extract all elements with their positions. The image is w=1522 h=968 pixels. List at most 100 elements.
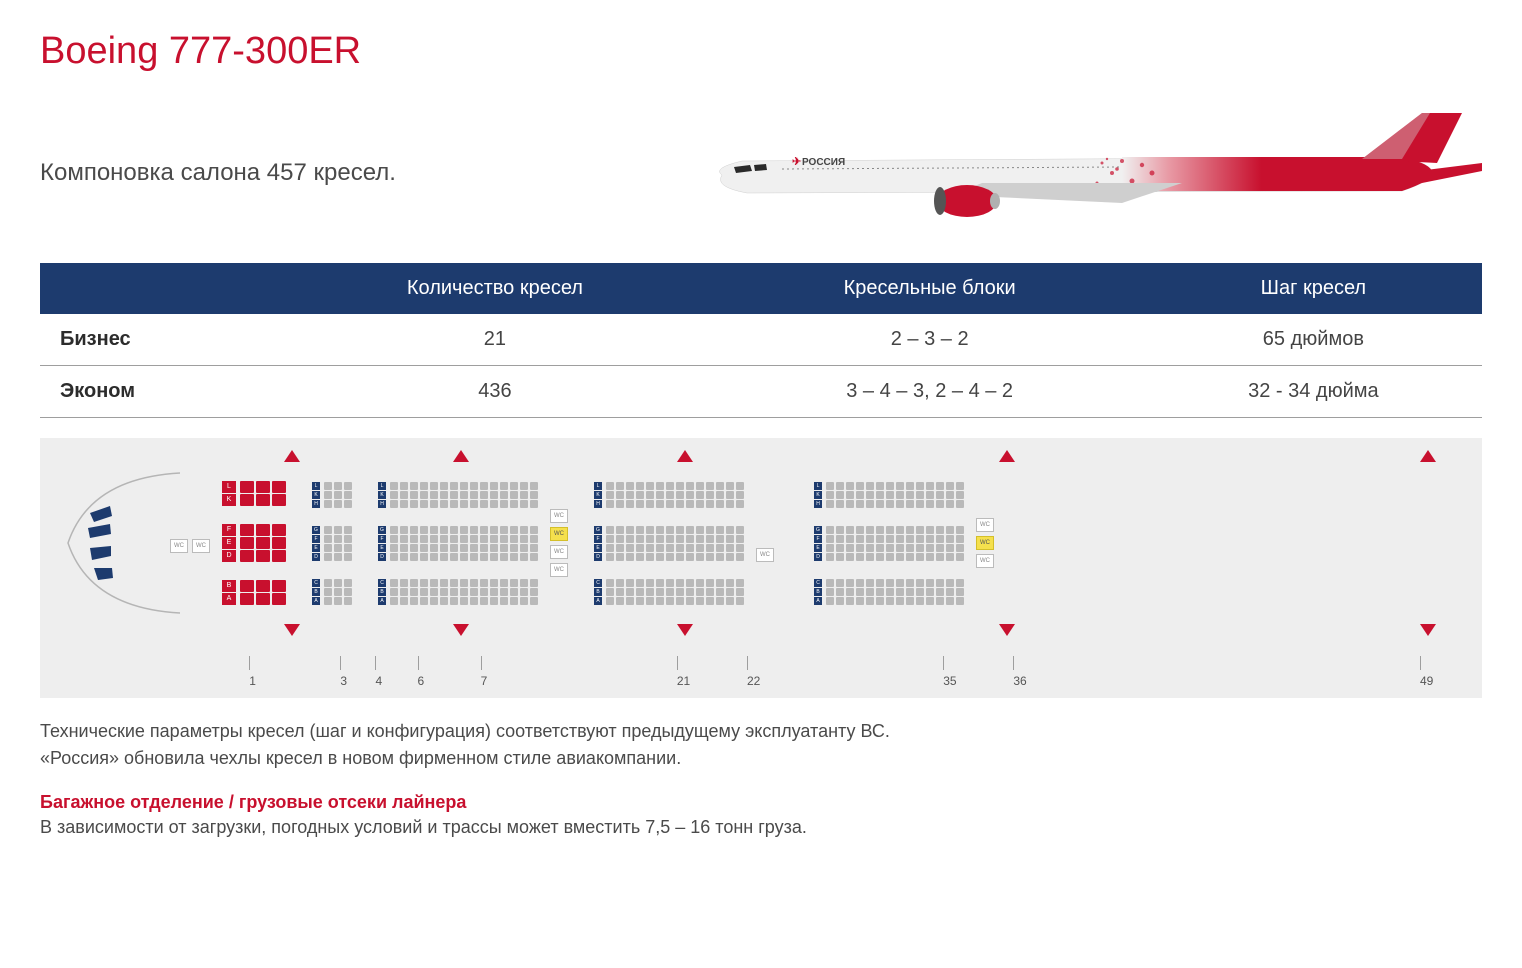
economy-seat [866,553,874,561]
economy-seat [866,588,874,596]
economy-seat [480,597,488,605]
cabin-area: WCWCLKFEDBALKHGFEDCBALKHGFEDCBAWCWCWCWCL… [120,468,1462,618]
economy-seat [646,482,654,490]
row-letter-label: G [594,526,602,534]
economy-seat [666,597,674,605]
economy-seat [490,544,498,552]
economy-seat [916,482,924,490]
economy-seat [606,544,614,552]
economy-seat [470,588,478,596]
row-letter-label: A [312,597,320,605]
economy-seat [390,597,398,605]
economy-seat [626,544,634,552]
business-seat [240,481,254,493]
economy-seat [736,482,744,490]
economy-seat [856,597,864,605]
economy-seat [430,588,438,596]
business-seat [256,550,270,562]
lavatory-icon: WC [170,539,188,553]
economy-seat [616,491,624,499]
economy-seat [916,535,924,543]
business-seat [272,537,286,549]
economy-seat [946,553,954,561]
economy-seat [440,579,448,587]
row-letter-label: C [814,579,822,587]
economy-seat [646,491,654,499]
economy-seat [626,588,634,596]
economy-seat [616,526,624,534]
economy-seat [656,553,664,561]
row-letter-label: D [594,553,602,561]
economy-seat [636,535,644,543]
economy-seat [480,588,488,596]
th-pitch: Шаг кресел [1145,263,1482,314]
economy-seat [676,535,684,543]
row-letter-label: H [312,500,320,508]
economy-seat [450,500,458,508]
economy-seat [736,597,744,605]
economy-seat [450,588,458,596]
economy-seat [866,491,874,499]
economy-seat [500,535,508,543]
economy-seat [626,526,634,534]
economy-seat [946,535,954,543]
economy-seat [606,579,614,587]
top-row: Компоновка салона 457 кресел. [40,113,1482,233]
economy-seat [836,535,844,543]
economy-seat [886,544,894,552]
economy-seat [606,491,614,499]
economy-seat [530,579,538,587]
economy-seat [666,491,674,499]
economy-seat [846,544,854,552]
value-cell: 32 - 34 дюйма [1145,366,1482,418]
economy-seat [460,553,468,561]
economy-seat [726,500,734,508]
economy-seat [324,535,332,543]
economy-seat [906,553,914,561]
economy-seat [390,526,398,534]
economy-seat [936,535,944,543]
economy-seat [846,500,854,508]
economy-seat [906,588,914,596]
economy-seat [390,544,398,552]
economy-seat [936,544,944,552]
economy-seat [826,553,834,561]
lavatory-icon: WC [550,527,568,541]
economy-seat [450,491,458,499]
economy-seat [410,535,418,543]
economy-seat [390,588,398,596]
economy-seat [866,535,874,543]
column-number-label: 6 [418,674,425,688]
economy-seat [400,491,408,499]
economy-seat [666,535,674,543]
economy-seat [906,491,914,499]
business-seat [272,593,286,605]
economy-seat [836,588,844,596]
economy-seat [686,535,694,543]
table-row: Бизнес212 – 3 – 265 дюймов [40,314,1482,366]
cabin-subtitle: Компоновка салона 457 кресел. [40,159,396,187]
economy-seat [344,526,352,534]
economy-seat [946,597,954,605]
economy-seat [344,491,352,499]
economy-seat [520,588,528,596]
economy-seat [856,588,864,596]
economy-seat [676,500,684,508]
economy-seat [334,500,342,508]
economy-seat [956,535,964,543]
economy-seat [696,579,704,587]
economy-seat [866,500,874,508]
economy-seat [344,500,352,508]
economy-seat [646,526,654,534]
business-seat [272,494,286,506]
economy-seat [906,535,914,543]
economy-seat [410,491,418,499]
economy-seat [420,491,428,499]
row-letter-label: L [594,482,602,490]
economy-seat [856,491,864,499]
economy-seat [896,482,904,490]
economy-seat [530,526,538,534]
economy-seat [826,535,834,543]
business-seat [256,524,270,536]
airline-logo-text: РОССИЯ [802,157,845,168]
